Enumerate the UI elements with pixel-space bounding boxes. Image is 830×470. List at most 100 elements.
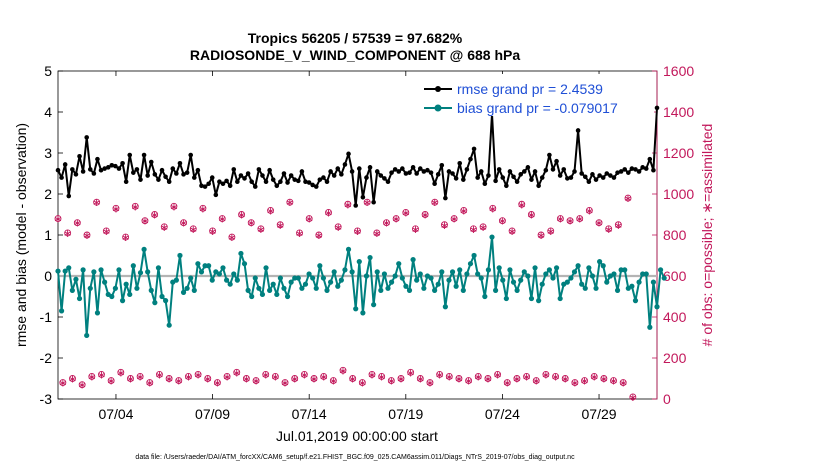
bias-point — [650, 279, 657, 285]
rmse-point — [73, 172, 79, 177]
bias-point — [252, 275, 258, 281]
bias-point — [127, 291, 133, 298]
obs-12z-possible-point — [368, 370, 376, 378]
bias-point — [177, 252, 183, 259]
rmse-point — [507, 169, 513, 174]
rmse-point — [260, 173, 265, 178]
bias-point — [396, 261, 402, 267]
bias-point — [604, 279, 610, 285]
rmse-point — [84, 135, 89, 140]
bias-point — [654, 304, 660, 310]
obs-00z-possible-point — [218, 215, 226, 223]
x-tick-label: 07/24 — [485, 406, 520, 422]
obs-00z-assimilated-point: ∗ — [227, 232, 236, 244]
obs-12z-possible-point — [78, 381, 86, 389]
bias-point — [223, 277, 230, 283]
bias-point — [378, 287, 384, 293]
obs-12z-possible-point — [281, 379, 289, 387]
rmse-point — [66, 193, 72, 199]
rmse-point — [252, 184, 258, 189]
bias-point — [507, 267, 513, 273]
obs-12z-assimilated-point: ∗ — [164, 374, 173, 386]
obs-00z-possible-point — [431, 198, 439, 206]
rmse-point — [410, 165, 416, 170]
obs-12z-assimilated-point: ∗ — [97, 369, 106, 381]
rmse-point — [514, 179, 520, 184]
obs-12z-possible-point — [252, 377, 260, 384]
bias-point — [166, 322, 172, 328]
rmse-point — [654, 105, 660, 111]
bias-point — [510, 279, 517, 285]
rmse-point — [651, 167, 656, 173]
rmse-point — [174, 171, 179, 176]
obs-00z-possible-point — [508, 227, 516, 235]
obs-12z-assimilated-point: ∗ — [213, 378, 222, 390]
rmse-point — [191, 175, 197, 180]
rmse-point — [414, 171, 419, 176]
obs-12z-assimilated-point: ∗ — [87, 371, 96, 383]
rmse-point — [209, 175, 215, 180]
legend: rmse grand pr = 2.4539 bias grand pr = -… — [420, 74, 654, 116]
obs-12z-assimilated-point: ∗ — [483, 374, 492, 386]
rmse-point — [335, 166, 341, 171]
obs-12z-possible-point — [291, 375, 299, 382]
obs-00z-possible-point — [412, 225, 419, 233]
obs-12z-assimilated-point: ∗ — [290, 374, 299, 386]
obs-00z-assimilated-point: ∗ — [536, 230, 545, 242]
rmse-point — [299, 169, 305, 174]
rmse-point — [288, 173, 294, 178]
obs-00z-possible-point — [199, 204, 207, 212]
rmse-point — [511, 174, 516, 180]
y-tick-label-right: 0 — [663, 391, 671, 407]
bias-point — [241, 261, 248, 267]
obs-00z-possible-point — [402, 208, 410, 216]
obs-00z-possible-point — [180, 219, 188, 227]
obs-12z-assimilated-point: ∗ — [348, 374, 357, 386]
obs-00z-possible-point — [460, 206, 468, 214]
bias-point — [385, 285, 391, 291]
rmse-point — [184, 170, 190, 175]
bias-point — [489, 234, 495, 240]
bias-point — [428, 275, 434, 281]
obs-12z-assimilated-point: ∗ — [416, 374, 425, 386]
rmse-point — [188, 152, 194, 158]
obs-00z-assimilated-point: ∗ — [198, 203, 207, 215]
rmse-point — [543, 167, 549, 173]
rmse-point — [356, 166, 362, 171]
obs-00z-assimilated-point: ∗ — [218, 214, 227, 226]
obs-12z-assimilated-point: ∗ — [68, 374, 77, 386]
obs-12z-assimilated-point: ∗ — [590, 371, 599, 383]
rmse-point — [353, 203, 359, 208]
bias-point — [564, 279, 570, 285]
obs-00z-assimilated-point: ∗ — [160, 222, 169, 234]
y-tick-label-left: 4 — [44, 104, 52, 120]
obs-12z-possible-point — [271, 373, 279, 380]
rmse-point — [443, 195, 448, 201]
y-tick-label-right: 600 — [663, 268, 687, 284]
bias-point — [249, 293, 255, 300]
bias-point — [597, 259, 603, 265]
bias-point — [532, 265, 538, 271]
obs-00z-possible-point — [450, 215, 458, 223]
bias-point — [600, 263, 606, 269]
obs-12z-possible-point — [349, 375, 357, 382]
chart-title-line1: Tropics 56205 / 57539 = 97.682% — [248, 30, 463, 46]
bias-point — [313, 285, 319, 291]
obs-12z-possible-point — [175, 377, 183, 384]
legend-bias-label: bias grand pr = -0.079017 — [457, 100, 618, 116]
rmse-point — [181, 172, 186, 177]
bias-point — [589, 273, 596, 279]
rmse-point — [102, 166, 107, 171]
obs-12z-assimilated-point: ∗ — [493, 369, 502, 381]
rmse-point — [529, 177, 534, 182]
obs-00z-assimilated-point: ∗ — [594, 218, 603, 230]
obs-12z-possible-point — [571, 379, 579, 387]
rmse-point — [231, 167, 237, 172]
rmse-point — [134, 167, 140, 172]
bias-point — [543, 271, 549, 277]
bias-point — [320, 275, 327, 281]
bias-point — [148, 287, 154, 293]
rmse-point — [468, 156, 473, 162]
obs-00z-assimilated-point: ∗ — [150, 210, 159, 222]
y-tick-label-right: 1600 — [663, 63, 694, 79]
